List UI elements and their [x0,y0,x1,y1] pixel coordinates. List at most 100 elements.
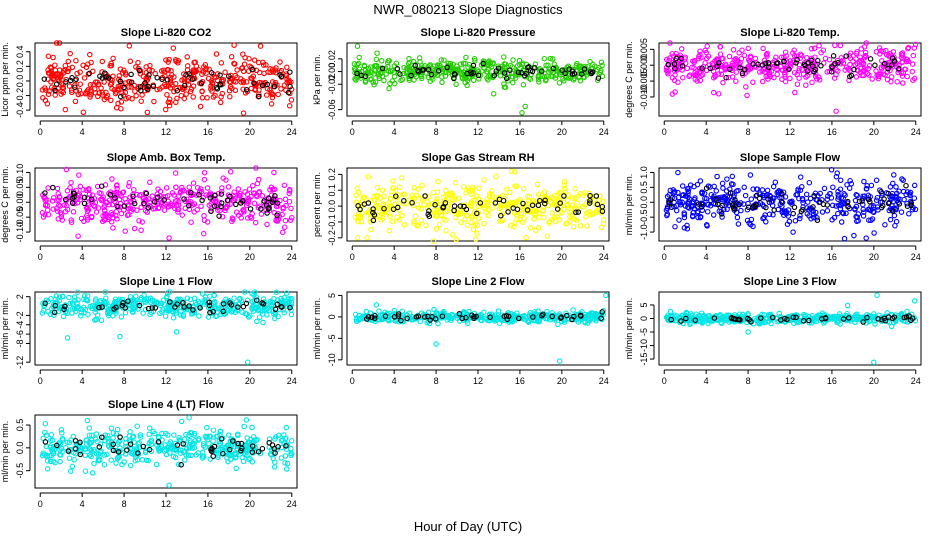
data-point [439,213,445,219]
outlier-point [166,235,172,241]
panel-4: Slope Amb. Box Temp.degrees C per min.0 4… [0,152,298,262]
data-point [710,89,717,96]
data-point [163,57,169,63]
reference-point [287,69,293,75]
plot-frame [658,291,922,366]
x-tick-label: 0 [350,376,355,386]
reference-point [501,70,508,76]
data-point [481,309,487,316]
reference-point [882,317,889,324]
data-point [240,78,247,84]
data-point [868,217,874,224]
data-point [67,50,73,57]
reference-point [167,299,173,305]
data-point [136,440,143,446]
data-point [584,210,590,216]
data-point [66,439,73,446]
data-point [105,432,111,439]
data-point [272,315,278,322]
data-point [686,196,693,202]
reference-point [809,63,816,69]
reference-point [435,68,442,74]
data-point [511,169,518,175]
data-point [378,206,385,212]
data-point [679,183,686,189]
data-point [47,311,54,318]
reference-point [395,311,402,317]
reference-point [531,65,538,71]
data-point [787,75,793,82]
reference-point [730,205,737,211]
data-point [785,213,792,219]
reference-point [793,314,799,321]
data-point [489,197,495,203]
data-point [597,69,604,76]
data-point [463,190,469,196]
data-point [396,192,402,198]
data-point [374,50,380,56]
data-point [105,307,111,314]
data-point [106,310,113,317]
reference-point [382,313,389,319]
data-point [69,463,76,470]
data-point [593,313,600,319]
reference-point [457,203,464,209]
data-point [190,180,197,186]
data-point [277,59,283,65]
reference-point [762,60,769,66]
data-point [63,203,70,209]
y-tick-label: 1.0 [639,166,649,179]
data-point [234,67,240,73]
data-point [199,95,206,101]
data-point [99,90,106,96]
data-point [142,299,148,305]
data-point [172,170,179,176]
data-point [536,318,542,325]
data-point [98,85,104,91]
data-point [733,188,740,194]
data-point [481,220,487,227]
data-point [685,188,691,195]
y-tick-label: -0.2 [327,230,337,246]
data-point [531,212,538,218]
data-point [190,83,197,89]
data-point [746,64,752,71]
data-point [398,175,405,181]
data-point [550,56,556,62]
data-point [124,202,131,209]
outlier-point [556,358,563,364]
y-tick-label: -0.10 [15,222,25,243]
data-point [219,90,226,97]
data-point [55,190,61,197]
data-point [176,437,183,443]
data-point [462,315,468,322]
data-point [733,69,740,75]
data-point [520,186,527,192]
data-point [438,57,445,63]
data-point [288,438,295,444]
data-point [201,176,208,183]
data-point [87,81,94,88]
x-tick-label: 24 [599,127,609,137]
data-point [248,436,254,443]
reference-point [120,300,126,306]
data-point [42,429,48,436]
data-point [110,430,117,436]
data-point [171,88,177,95]
reference-point [381,205,387,212]
reference-point [259,82,266,89]
data-point [547,55,554,62]
data-point [43,297,50,303]
data-point [275,432,282,439]
data-point [542,77,549,84]
outlier-point [544,233,550,239]
data-point [227,93,233,100]
data-point [411,218,417,225]
data-point [53,40,60,46]
data-point [782,209,789,215]
reference-point [50,184,56,191]
reference-point [763,204,769,211]
reference-point [587,198,593,204]
